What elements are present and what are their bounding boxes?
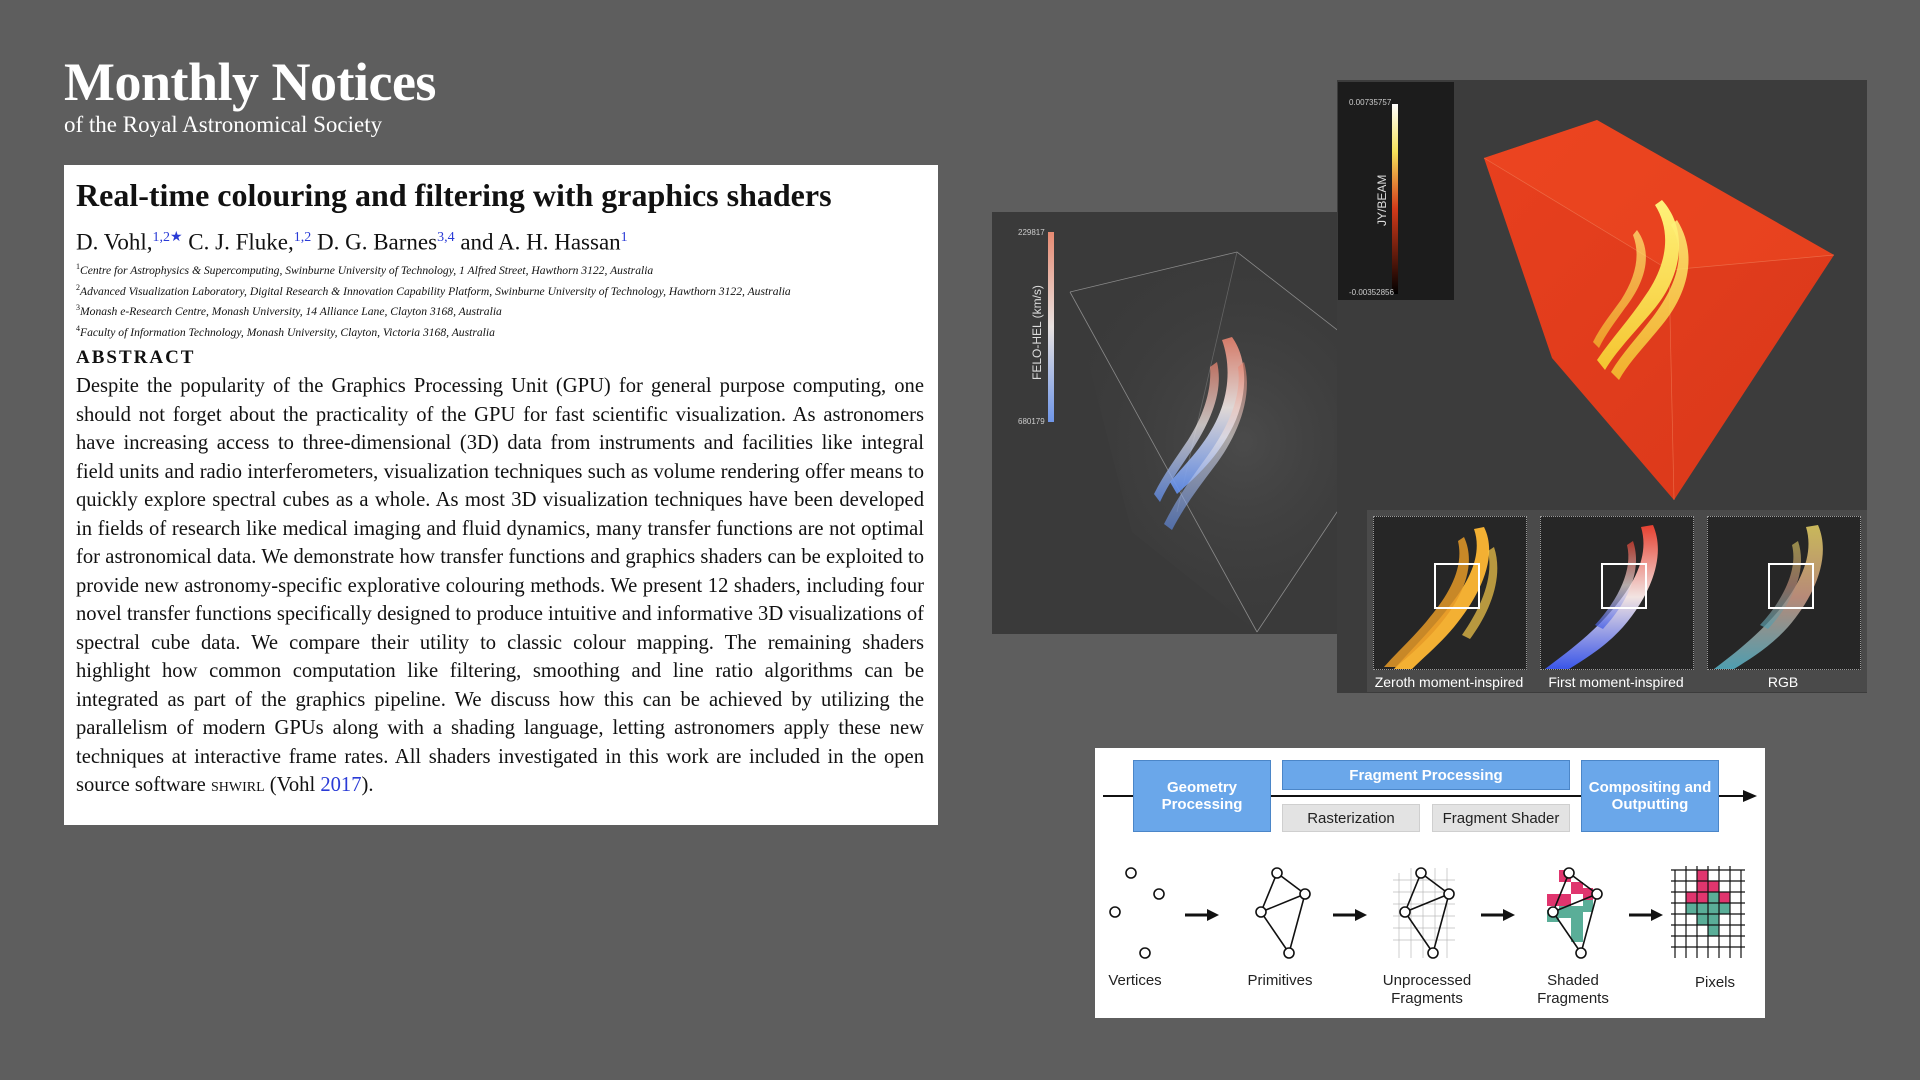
- affiliation-text: Centre for Astrophysics & Supercomputing…: [80, 263, 654, 277]
- colorbar-label: FELO-HEL (km/s): [1030, 285, 1044, 380]
- stage-compositing-outputting: Compositing and Outputting: [1581, 760, 1719, 832]
- stage-fragment-processing: Fragment Processing: [1282, 760, 1570, 790]
- velocity-colorbar: [1048, 232, 1054, 422]
- software-name: shwirl: [210, 774, 265, 797]
- primitives-icon: [1255, 867, 1311, 959]
- affiliation: 2Advanced Visualization Laboratory, Digi…: [76, 279, 926, 300]
- graphics-pipeline-diagram: Geometry Processing Fragment Processing …: [1095, 748, 1765, 1018]
- stage-geometry-processing: Geometry Processing: [1133, 760, 1271, 832]
- affiliation: 3Monash e-Research Centre, Monash Univer…: [76, 299, 926, 320]
- volume-render-first-moment: [992, 212, 1337, 634]
- affiliation: 4Faculty of Information Technology, Mona…: [76, 320, 926, 341]
- affiliation-number: 2: [76, 282, 80, 292]
- affiliation-text: Faculty of Information Technology, Monas…: [80, 326, 495, 340]
- zoom-region-marker: [1434, 563, 1480, 609]
- pixels-icon: [1671, 866, 1745, 958]
- abstract-text: Despite the popularity of the Graphics P…: [76, 375, 924, 797]
- abstract-heading: ABSTRACT: [76, 347, 196, 369]
- affiliation-number: 3: [76, 303, 80, 313]
- zoom-region-marker: [1601, 563, 1647, 609]
- intensity-colorbar-panel: [1338, 82, 1454, 300]
- vertices-icon: [1109, 867, 1165, 959]
- paper-abstract-card: Real-time colouring and filtering with g…: [64, 165, 938, 825]
- thumbnail-zeroth-moment: [1373, 516, 1527, 670]
- data-strands: [1593, 200, 1689, 380]
- shader-thumbnails: Zeroth moment-inspired First moment-insp…: [1367, 510, 1867, 692]
- thumbnail-caption: RGB: [1767, 674, 1799, 690]
- author-name: D. Vohl,: [76, 229, 153, 255]
- citation-close: ).: [361, 774, 374, 797]
- data-strands: [1154, 337, 1247, 530]
- affiliation-number: 4: [76, 324, 80, 334]
- intensity-colorbar: [1392, 104, 1398, 294]
- affiliation-text: Advanced Visualization Laboratory, Digit…: [80, 284, 791, 298]
- author-name: D. G. Barnes: [311, 229, 438, 255]
- stage-fragment-shader: Fragment Shader: [1432, 804, 1570, 832]
- thumbnail-rgb: [1707, 516, 1861, 670]
- zoom-region-marker: [1768, 563, 1814, 609]
- author-affil: 1,2: [293, 230, 312, 245]
- unprocessed-fragments-icon: [1393, 867, 1455, 959]
- shaded-fragments-icon: [1547, 867, 1603, 959]
- paper-title: Real-time colouring and filtering with g…: [76, 177, 832, 213]
- stage-label: Primitives: [1247, 972, 1313, 989]
- author-affil: 1: [620, 230, 628, 245]
- thumbnail-caption: First moment-inspired: [1548, 674, 1684, 690]
- colorbar-label: JY/BEAM: [1375, 174, 1389, 226]
- affiliation-text: Monash e-Research Centre, Monash Univers…: [80, 305, 502, 319]
- author-name: and A. H. Hassan: [454, 229, 621, 255]
- stage-label: Vertices: [1108, 972, 1162, 989]
- author-affil: 1,2★: [152, 230, 183, 245]
- author-affil: 3,4: [437, 230, 455, 245]
- journal-header: Monthly Notices of the Royal Astronomica…: [64, 52, 436, 138]
- author-name: C. J. Fluke,: [182, 229, 294, 255]
- abstract-body: Despite the popularity of the Graphics P…: [76, 372, 924, 800]
- thumbnail-first-moment: [1540, 516, 1694, 670]
- colorbar-max: 0.00735757: [1349, 98, 1392, 107]
- colorbar-min: -0.00352856: [1349, 288, 1394, 297]
- volume-cube-image: [992, 212, 1337, 634]
- citation-open: (Vohl: [264, 774, 321, 797]
- stage-rasterization: Rasterization: [1282, 804, 1420, 832]
- thumbnail-caption: Zeroth moment-inspired: [1374, 674, 1524, 690]
- colorbar-min: 680179: [1018, 417, 1045, 426]
- journal-subtitle: of the Royal Astronomical Society: [64, 112, 383, 137]
- stage-label: Shaded Fragments: [1537, 972, 1609, 1007]
- author-list: D. Vohl,1,2★ C. J. Fluke,1,2 D. G. Barne…: [76, 223, 926, 258]
- stage-label: Pixels: [1694, 974, 1735, 991]
- affiliation-number: 1: [76, 261, 80, 271]
- affiliation: 1Centre for Astrophysics & Supercomputin…: [76, 258, 926, 279]
- journal-title: Monthly Notices: [64, 52, 436, 112]
- stage-label: Unprocessed Fragments: [1382, 972, 1472, 1007]
- colorbar-max: 229817: [1018, 228, 1045, 237]
- citation-link[interactable]: 2017: [320, 774, 362, 797]
